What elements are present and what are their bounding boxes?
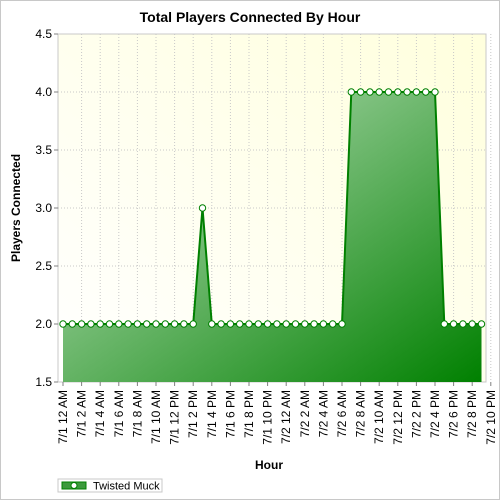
x-tick-label: 7/2 6 PM xyxy=(447,390,461,438)
data-point xyxy=(226,320,235,328)
data-point xyxy=(412,88,421,96)
y-tick-label: 4.5 xyxy=(35,27,52,41)
x-tick-label: 7/1 4 PM xyxy=(205,390,219,438)
x-tick-label: 7/2 6 AM xyxy=(335,390,349,437)
x-axis-ticks: 7/1 12 AM 7/1 2 AM 7/1 4 AM 7/1 6 AM 7/1 8 A… xyxy=(56,382,498,445)
x-tick-label: 7/2 12 PM xyxy=(391,390,405,445)
data-point xyxy=(152,320,160,328)
x-tick-label: 7/1 12 AM xyxy=(56,390,70,444)
data-point xyxy=(394,88,402,96)
y-axis-ticks: 1.5 2.0 2.5 3.0 3.5 4.0 4.5 xyxy=(35,27,58,389)
data-point xyxy=(468,320,476,328)
data-point xyxy=(170,320,179,328)
data-point xyxy=(236,320,244,328)
data-point xyxy=(347,88,355,96)
series-twisted-muck xyxy=(59,88,486,382)
data-point xyxy=(366,88,374,96)
data-point xyxy=(477,320,486,328)
data-point xyxy=(449,320,458,328)
data-point xyxy=(189,320,197,328)
data-point xyxy=(319,320,328,328)
x-tick-label: 7/2 2 AM xyxy=(298,390,312,437)
data-point xyxy=(254,320,262,328)
x-tick-label: 7/2 8 AM xyxy=(354,390,368,437)
y-tick-label: 2.0 xyxy=(35,317,52,331)
data-point xyxy=(440,320,448,328)
x-tick-label: 7/2 2 PM xyxy=(409,390,423,438)
series-line xyxy=(63,91,482,325)
x-tick-label: 7/2 12 AM xyxy=(279,390,293,444)
y-tick-label: 1.5 xyxy=(35,375,52,389)
data-point xyxy=(59,320,67,328)
data-point xyxy=(143,320,151,328)
data-point xyxy=(77,320,86,328)
data-point xyxy=(338,320,346,328)
data-point xyxy=(161,320,170,328)
data-point xyxy=(68,320,77,328)
data-point xyxy=(273,320,281,328)
y-tick-label: 3.0 xyxy=(35,201,52,215)
data-point xyxy=(291,320,300,328)
data-point xyxy=(87,320,95,328)
data-point xyxy=(310,320,318,328)
x-tick-label: 7/1 6 PM xyxy=(223,390,237,438)
data-point xyxy=(301,320,309,328)
x-tick-label: 7/2 10 AM xyxy=(372,390,386,444)
legend-label: Twisted Muck xyxy=(93,481,160,493)
y-tick-label: 3.5 xyxy=(35,143,52,157)
data-point xyxy=(96,320,104,328)
data-point xyxy=(198,204,207,212)
data-point xyxy=(282,320,290,328)
x-tick-label: 7/2 4 PM xyxy=(428,390,442,438)
x-tick-label: 7/1 10 AM xyxy=(149,390,163,444)
legend: Twisted Muck xyxy=(57,478,163,493)
x-tick-label: 7/2 10 PM xyxy=(484,390,498,445)
x-tick-label: 7/1 8 AM xyxy=(130,390,144,437)
legend-point-marker xyxy=(70,482,78,489)
data-point xyxy=(124,320,132,328)
data-point xyxy=(403,88,411,96)
data-point xyxy=(329,320,337,328)
data-point xyxy=(356,88,365,96)
y-tick-label: 4.0 xyxy=(35,85,52,99)
data-point xyxy=(208,320,216,328)
data-point xyxy=(422,88,430,96)
data-point xyxy=(459,320,467,328)
x-axis-label: Hour xyxy=(255,458,283,472)
x-tick-label: 7/1 2 PM xyxy=(186,390,200,438)
data-point xyxy=(115,320,123,328)
data-point xyxy=(375,88,383,96)
data-point xyxy=(245,320,253,328)
data-point xyxy=(431,88,439,96)
data-point xyxy=(217,320,225,328)
x-tick-label: 7/2 8 PM xyxy=(465,390,479,438)
x-tick-label: 7/1 4 AM xyxy=(93,390,107,437)
x-tick-label: 7/1 10 PM xyxy=(261,390,275,445)
x-tick-label: 7/1 12 PM xyxy=(168,390,182,445)
data-point xyxy=(384,88,393,96)
y-tick-label: 2.5 xyxy=(35,259,52,273)
x-tick-label: 7/1 6 AM xyxy=(112,390,126,437)
data-point xyxy=(105,320,114,328)
data-point xyxy=(180,320,188,328)
chart-title: Total Players Connected By Hour xyxy=(140,9,361,25)
y-axis-label: Players Connected xyxy=(9,154,23,262)
x-tick-label: 7/2 4 AM xyxy=(316,390,330,437)
data-point xyxy=(133,320,142,328)
series-area xyxy=(63,92,482,382)
data-point xyxy=(263,320,272,328)
x-tick-label: 7/1 2 AM xyxy=(75,390,89,437)
x-tick-label: 7/1 8 PM xyxy=(242,390,256,438)
